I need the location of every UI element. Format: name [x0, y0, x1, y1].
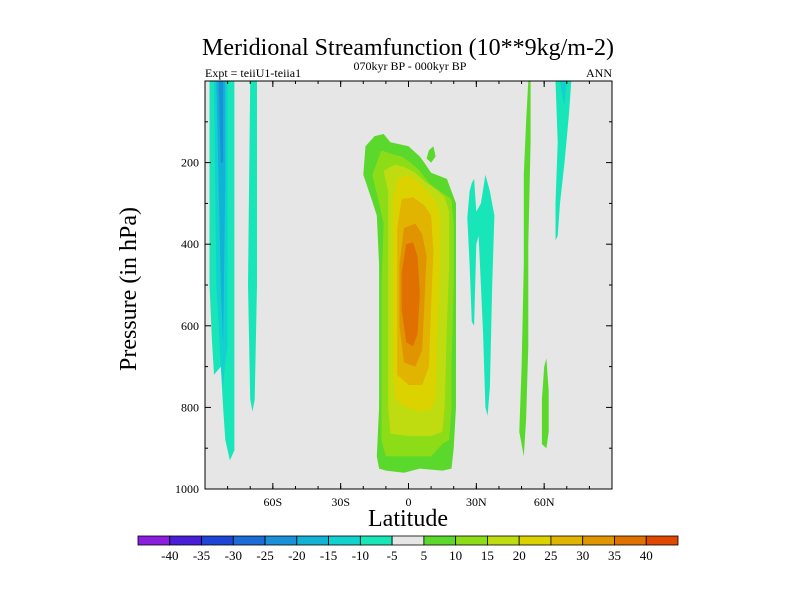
- y-axis-label: Pressure (in hPa): [116, 207, 142, 371]
- contour-northern-positive-blob: [541, 358, 549, 449]
- x-axis-label: Latitude: [368, 506, 448, 532]
- contour-northern-positive-band: [519, 81, 531, 457]
- colorbar-swatch: [359, 535, 393, 546]
- colorbar-label: 25: [544, 548, 557, 563]
- y-ticks: 200 400 600 800 1000: [175, 121, 612, 496]
- colorbar-label: 20: [513, 548, 526, 563]
- colorbar-swatch: [455, 535, 488, 546]
- colorbar-label: 30: [576, 548, 589, 563]
- colorbar-label: 40: [640, 548, 653, 563]
- colorbar-swatch: [550, 535, 584, 546]
- left-string: Expt = teiiU1-teiia1: [205, 66, 301, 80]
- colorbar-label: 15: [481, 548, 494, 563]
- colorbar-label: -35: [193, 548, 210, 563]
- contour-hadley-cell-35: [401, 242, 420, 347]
- contour-midlatitude-negative-bands: [467, 174, 495, 416]
- colorbar-swatch: [169, 535, 202, 546]
- y-tick-label: 1000: [175, 482, 199, 496]
- colorbar-label: 35: [608, 548, 621, 563]
- contour-southern-negative-band: [248, 81, 257, 412]
- colorbar-swatch: [582, 535, 615, 546]
- y-tick-label: 400: [181, 237, 199, 251]
- x-ticks: 60S 30S 0 30N 60N: [227, 81, 590, 509]
- colorbar: -40 -35 -30 -25 -20 -15 -10 -5 5 10 15 20 25 30 35 40: [137, 535, 679, 563]
- y-tick-label: 800: [181, 400, 199, 414]
- colorbar-label: 10: [449, 548, 462, 563]
- colorbar-swatch: [614, 535, 647, 546]
- contour-small-positive-blob: [426, 146, 436, 163]
- x-tick-label: 60N: [534, 495, 555, 509]
- colorbar-swatch: [391, 535, 425, 546]
- colorbar-swatch: [232, 535, 266, 546]
- colorbar-swatch: [487, 535, 520, 546]
- colorbar-swatch: [264, 535, 298, 546]
- center-string: 070kyr BP - 000kyr BP: [354, 59, 467, 73]
- contour-northern-minus10: [560, 81, 567, 106]
- colorbar-swatch: [423, 535, 457, 546]
- colorbar-label: -30: [225, 548, 242, 563]
- contour-regions: [209, 81, 572, 473]
- colorbar-label: -20: [288, 548, 305, 563]
- colorbar-label: -10: [352, 548, 369, 563]
- contour-southern-minus20: [218, 81, 224, 163]
- right-string: ANN: [586, 66, 612, 80]
- y-tick-label: 600: [181, 319, 199, 333]
- colorbar-label: -25: [256, 548, 273, 563]
- colorbar-swatch: [645, 535, 679, 546]
- colorbar-swatch: [201, 535, 234, 546]
- colorbar-label: -15: [320, 548, 337, 563]
- plot-area: 60S 30S 0 30N 60N 200 400 600 800 1000: [175, 80, 613, 509]
- colorbar-swatch: [518, 535, 552, 546]
- chart-title: Meridional Streamfunction (10**9kg/m-2): [202, 35, 614, 61]
- colorbar-label: -5: [387, 548, 398, 563]
- y-tick-label: 200: [181, 156, 199, 170]
- colorbar-swatch: [137, 535, 171, 546]
- x-tick-label: 60S: [263, 495, 282, 509]
- colorbar-swatch: [328, 535, 361, 546]
- x-tick-label: 0: [406, 495, 412, 509]
- colorbar-swatch: [296, 535, 329, 546]
- colorbar-label: -40: [161, 548, 178, 563]
- colorbar-label: 5: [421, 548, 428, 563]
- x-tick-label: 30N: [466, 495, 487, 509]
- x-tick-label: 30S: [331, 495, 350, 509]
- contour-northern-negative-band: [555, 81, 572, 241]
